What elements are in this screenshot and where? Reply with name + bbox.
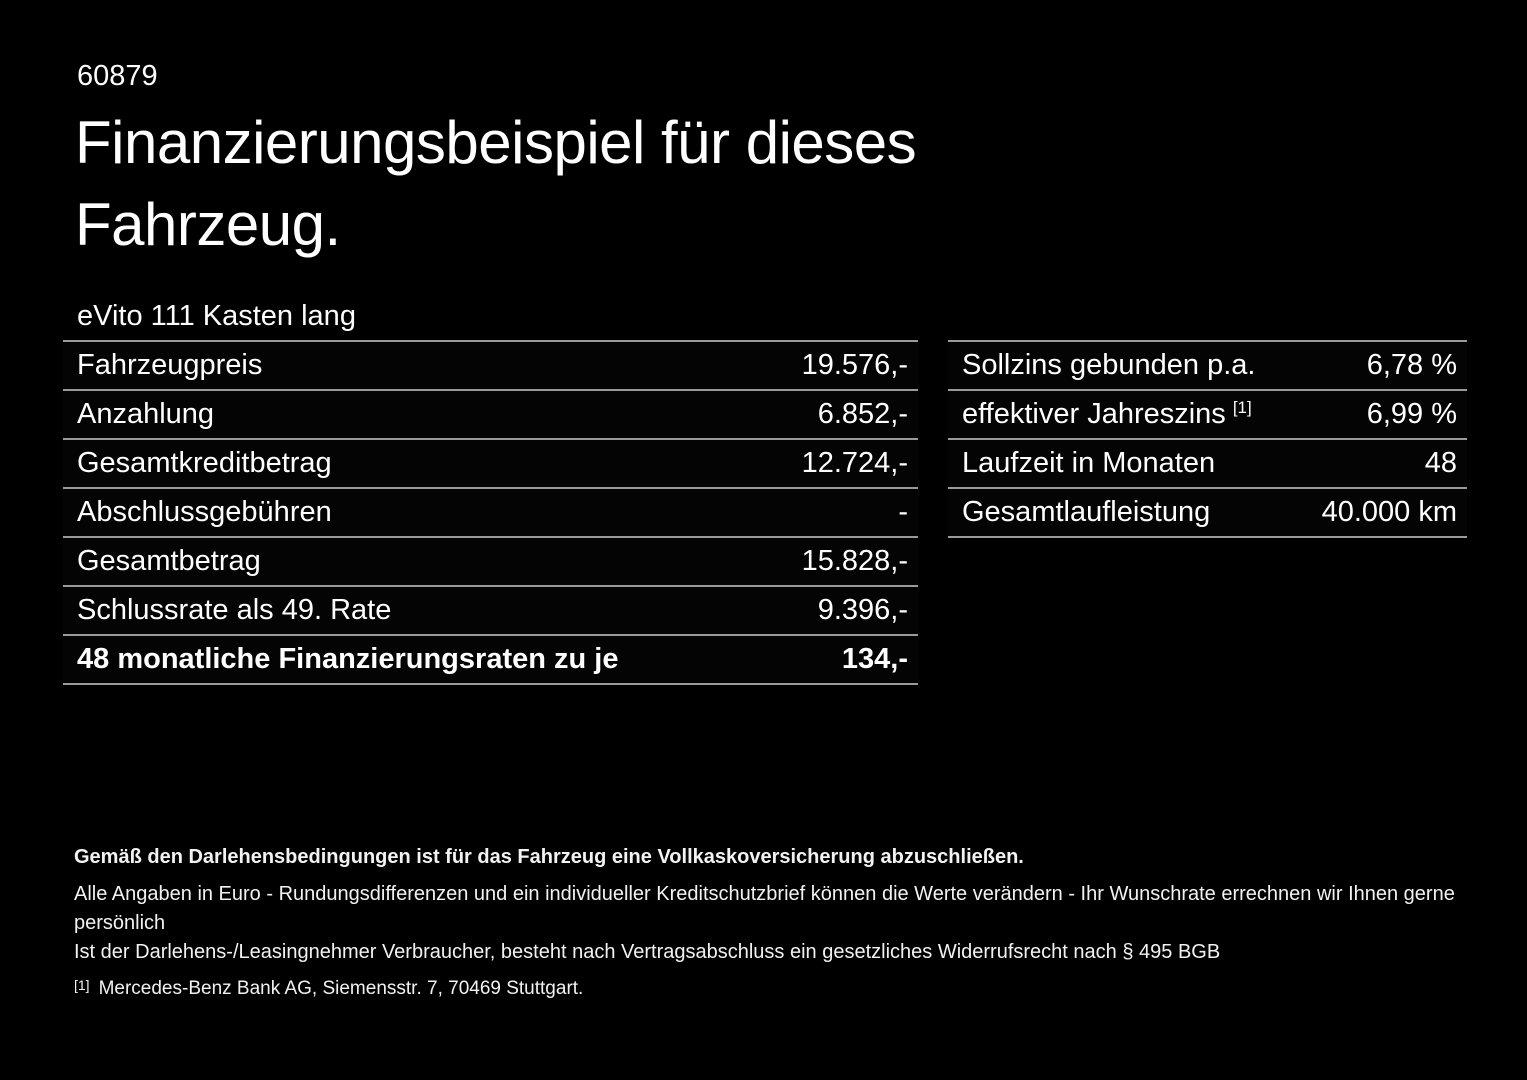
financing-table: Fahrzeugpreis 19.576,- Anzahlung 6.852,-… bbox=[63, 340, 918, 685]
table-row-schlussrate: Schlussrate als 49. Rate 9.396,- bbox=[63, 585, 918, 634]
table-row-effektiver-jahreszins: effektiver Jahreszins [1] 6,99 % bbox=[948, 389, 1467, 438]
row-label-text: Laufzeit in Monaten bbox=[962, 447, 1216, 479]
row-label: Schlussrate als 49. Rate bbox=[77, 594, 392, 626]
row-label: Sollzins gebunden p.a. bbox=[962, 349, 1262, 382]
vehicle-model: eVito 111 Kasten lang bbox=[77, 300, 356, 332]
table-row-gesamtbetrag: Gesamtbetrag 15.828,- bbox=[63, 536, 918, 585]
conditions-table: Sollzins gebunden p.a. 6,78 % effektiver… bbox=[948, 340, 1467, 538]
row-value: 19.576,- bbox=[801, 349, 908, 381]
row-label-text: effektiver Jahreszins bbox=[962, 398, 1226, 430]
footnote-marker: [1] bbox=[74, 977, 90, 993]
row-value: 6.852,- bbox=[817, 398, 908, 430]
row-value: 9.396,- bbox=[817, 594, 908, 626]
row-value: 6,78 % bbox=[1366, 349, 1457, 381]
page-title-line1: Finanzierungsbeispiel für dieses bbox=[75, 109, 917, 176]
table-row-gesamtkreditbetrag: Gesamtkreditbetrag 12.724,- bbox=[63, 438, 918, 487]
row-label: Gesamtbetrag bbox=[77, 545, 261, 577]
row-value: - bbox=[898, 496, 908, 528]
page-title-line2: Fahrzeug. bbox=[75, 191, 341, 258]
row-label-text: Gesamtlaufleistung bbox=[962, 496, 1211, 528]
reference-number: 60879 bbox=[77, 60, 158, 92]
row-label: effektiver Jahreszins [1] bbox=[962, 398, 1252, 431]
insurance-note: Gemäß den Darlehensbedingungen ist für d… bbox=[74, 846, 1024, 868]
row-value: 40.000 km bbox=[1321, 496, 1457, 528]
row-label: 48 monatliche Finanzierungsraten zu je bbox=[77, 643, 619, 675]
page-title: Finanzierungsbeispiel für dieses Fahrzeug… bbox=[75, 102, 917, 266]
footnote-superscript: [1] bbox=[1232, 398, 1252, 417]
table-row-laufzeit: Laufzeit in Monaten 48 bbox=[948, 438, 1467, 487]
table-row-anzahlung: Anzahlung 6.852,- bbox=[63, 389, 918, 438]
row-label: Gesamtkreditbetrag bbox=[77, 447, 332, 479]
row-value: 6,99 % bbox=[1366, 398, 1457, 430]
row-label: Anzahlung bbox=[77, 398, 215, 430]
row-label: Fahrzeugpreis bbox=[77, 349, 263, 381]
table-row-gesamtlaufleistung: Gesamtlaufleistung 40.000 km bbox=[948, 487, 1467, 536]
disclaimer-line-2: Ist der Darlehens-/Leasingnehmer Verbrau… bbox=[74, 941, 1221, 963]
disclaimer-line-1: Alle Angaben in Euro - Rundungsdifferenz… bbox=[74, 883, 1455, 934]
footnote-text: Mercedes-Benz Bank AG, Siemensstr. 7, 70… bbox=[98, 978, 584, 999]
row-value: 15.828,- bbox=[801, 545, 908, 577]
row-label: Gesamtlaufleistung bbox=[962, 496, 1217, 529]
table-row-abschlussgebuehren: Abschlussgebühren - bbox=[63, 487, 918, 536]
table-row-sollzins: Sollzins gebunden p.a. 6,78 % bbox=[948, 340, 1467, 389]
footnote: [1] Mercedes-Benz Bank AG, Siemensstr. 7,… bbox=[74, 977, 1494, 1000]
legal-footer: Gemäß den Darlehensbedingungen ist für d… bbox=[74, 846, 1494, 1000]
row-label-text: Sollzins gebunden p.a. bbox=[962, 349, 1256, 381]
row-value: 12.724,- bbox=[801, 447, 908, 479]
row-value: 134,- bbox=[841, 643, 908, 675]
row-label: Laufzeit in Monaten bbox=[962, 447, 1222, 480]
row-label: Abschlussgebühren bbox=[77, 496, 332, 528]
table-row-monatsrate: 48 monatliche Finanzierungsraten zu je 1… bbox=[63, 634, 918, 683]
row-value: 48 bbox=[1424, 447, 1457, 479]
table-row-fahrzeugpreis: Fahrzeugpreis 19.576,- bbox=[63, 340, 918, 389]
